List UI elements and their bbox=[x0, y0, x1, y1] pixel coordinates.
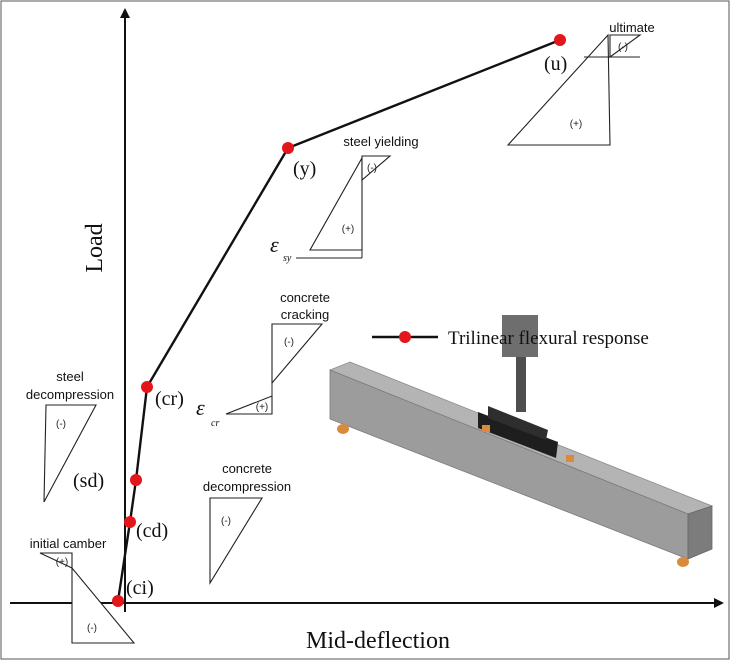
load-point-left bbox=[482, 425, 490, 432]
cracking-label-line2: cracking bbox=[281, 307, 329, 322]
point-sd bbox=[130, 474, 142, 486]
concrete-decompression-label-line2: decompression bbox=[203, 479, 291, 494]
beam-end-face bbox=[687, 505, 713, 560]
y-axis-label: Load bbox=[82, 223, 108, 272]
label-cr: (cr) bbox=[155, 388, 184, 410]
ultimate-strain-diagram: (-) (+) ultimate bbox=[506, 20, 655, 146]
ultimate-neg-sign: (-) bbox=[618, 42, 628, 53]
beam-illustration bbox=[328, 315, 714, 567]
ultimate-pos-sign: (+) bbox=[570, 119, 583, 130]
yielding-pos-sign: (+) bbox=[342, 224, 355, 235]
epsilon-sy-symbol: ε bbox=[270, 232, 279, 257]
concrete-decompression-label-line1: concrete bbox=[222, 461, 272, 476]
spreader-beam bbox=[478, 412, 558, 458]
concrete-decompression-neg-sign: (-) bbox=[221, 516, 231, 527]
x-axis-label: Mid-deflection bbox=[306, 628, 450, 654]
support-left bbox=[337, 424, 349, 434]
point-ci bbox=[112, 595, 124, 607]
trilinear-response-curve bbox=[116, 38, 561, 602]
steel-decompression-label-line2: decompression bbox=[26, 387, 114, 402]
ultimate-compression-zone bbox=[609, 34, 642, 59]
point-cd bbox=[124, 516, 136, 528]
legend: Trilinear flexural response bbox=[372, 328, 649, 349]
cracking-label-line1: concrete bbox=[280, 290, 330, 305]
initial-camber-label: initial camber bbox=[30, 536, 107, 551]
load-point-right bbox=[566, 455, 574, 462]
legend-label: Trilinear flexural response bbox=[448, 328, 649, 349]
point-u bbox=[554, 34, 566, 46]
actuator-head bbox=[502, 315, 538, 357]
concrete-decompression-strain-diagram: (-) concrete decompression bbox=[203, 461, 291, 585]
point-y bbox=[282, 142, 294, 154]
cracking-pos-sign: (+) bbox=[256, 402, 269, 413]
yielding-neg-sign: (-) bbox=[367, 163, 377, 174]
ultimate-triangle bbox=[506, 33, 611, 146]
camber-tension-triangle bbox=[39, 552, 73, 569]
steel-decompression-label-line1: steel bbox=[56, 369, 84, 384]
actuator-rod bbox=[516, 357, 526, 412]
epsilon-cr-symbol: ε bbox=[196, 395, 205, 420]
ultimate-label: ultimate bbox=[609, 20, 655, 35]
beam-front-face bbox=[329, 369, 689, 560]
epsilon-sy-subscript: sy bbox=[283, 253, 292, 264]
cracking-neg-sign: (-) bbox=[284, 337, 294, 348]
label-cd: (cd) bbox=[136, 520, 168, 542]
epsilon-cr-subscript: cr bbox=[211, 418, 219, 429]
yielding-label: steel yielding bbox=[343, 134, 418, 149]
label-y: (y) bbox=[293, 158, 316, 180]
camber-pos-sign: (+) bbox=[56, 557, 69, 568]
label-u: (u) bbox=[544, 53, 567, 75]
cracking-compression-triangle bbox=[271, 323, 324, 385]
steel-yielding-strain-diagram: (-) (+) steel yielding ε sy bbox=[270, 134, 419, 264]
label-ci: (ci) bbox=[126, 577, 154, 599]
spreader-plate bbox=[488, 406, 548, 440]
concrete-decompression-triangle bbox=[209, 497, 263, 585]
yielding-compression-zone bbox=[361, 155, 392, 182]
camber-neg-sign: (-) bbox=[87, 623, 97, 634]
legend-point-swatch bbox=[399, 331, 411, 343]
steel-decompression-strain-diagram: (-) steel decompression bbox=[26, 369, 114, 503]
yielding-tension-triangle bbox=[309, 155, 363, 251]
concrete-cracking-strain-diagram: (-) (+) concrete cracking ε cr bbox=[196, 290, 330, 429]
label-sd: (sd) bbox=[73, 470, 104, 492]
point-cr bbox=[141, 381, 153, 393]
camber-compression-triangle bbox=[71, 566, 136, 644]
cracking-tension-triangle bbox=[225, 395, 273, 415]
initial-camber-strain-diagram: (+) (-) initial camber bbox=[30, 536, 136, 644]
steel-decompression-triangle bbox=[43, 404, 97, 503]
support-right bbox=[677, 557, 689, 567]
steel-decompression-neg-sign: (-) bbox=[56, 419, 66, 430]
